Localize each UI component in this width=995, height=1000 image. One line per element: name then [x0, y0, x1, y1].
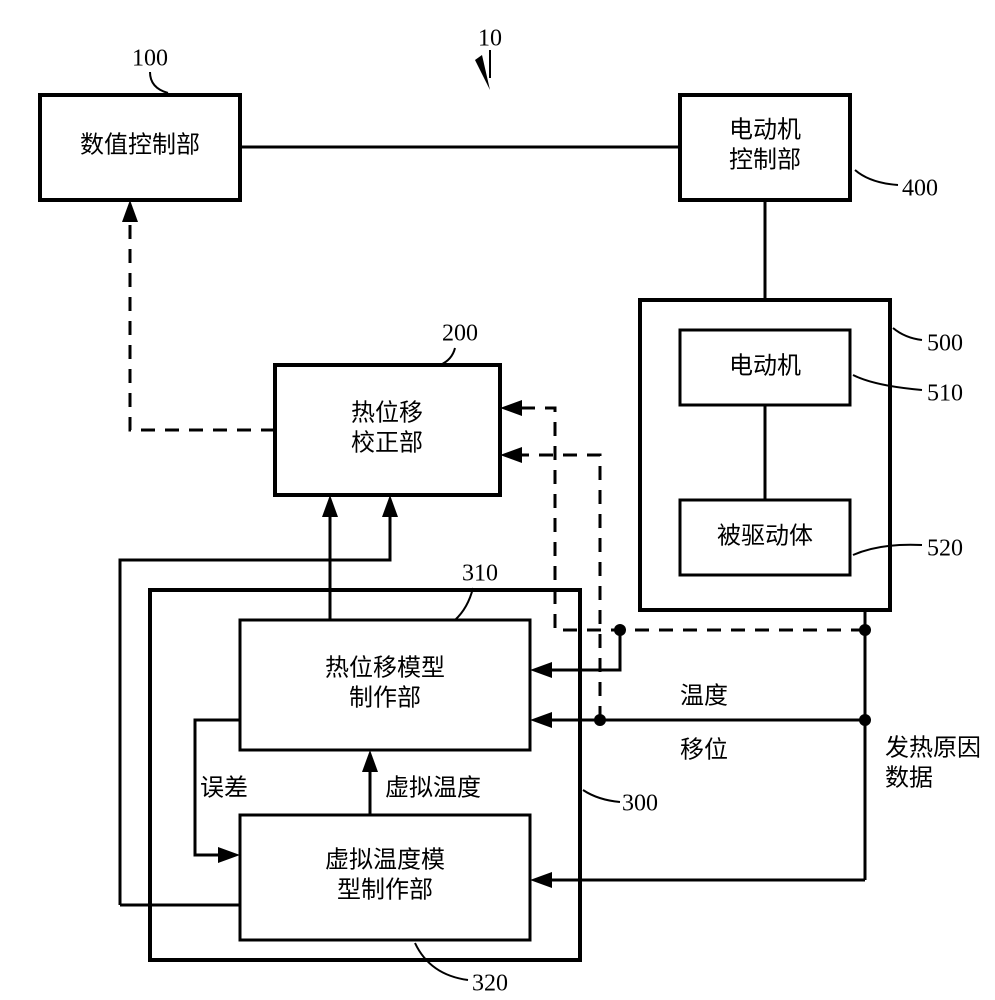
edge-err-label: 误差	[200, 775, 248, 802]
edge-200-100-arrow	[122, 200, 138, 222]
ref-10-arrow	[475, 55, 490, 90]
edge-310-200-arrow	[322, 495, 338, 517]
ref-320: 320	[472, 971, 508, 997]
node-100-label: 数值控制部	[80, 132, 200, 159]
ref-200-lead	[440, 348, 455, 365]
ref-400-lead	[855, 170, 898, 185]
edge-200-100	[130, 214, 275, 430]
node-320-label2: 型制作部	[337, 877, 433, 904]
diagram-canvas: 数值控制部 电动机 控制部 电动机 被驱动体 热位移 校正部 热位移模型 制作部…	[0, 0, 995, 1000]
node-200-label1: 热位移	[351, 400, 423, 427]
node-400-label2: 控制部	[729, 147, 801, 174]
edge-vtemp-label: 虚拟温度	[385, 775, 481, 802]
ref-200: 200	[442, 321, 478, 347]
edge-disp-label: 移位	[680, 737, 728, 764]
node-320-label1: 虚拟温度模	[325, 847, 445, 874]
node-510: 电动机	[680, 330, 850, 405]
node-310-label2: 制作部	[349, 685, 421, 712]
node-400: 电动机 控制部	[680, 95, 850, 200]
node-310: 热位移模型 制作部	[240, 620, 530, 750]
edge-heat-label2: 数据	[885, 765, 933, 792]
edge-heat-label1: 发热原因	[885, 735, 981, 762]
node-520-label: 被驱动体	[717, 523, 813, 550]
node-320: 虚拟温度模 型制作部	[240, 815, 530, 940]
node-400-label1: 电动机	[729, 117, 801, 144]
node-100: 数值控制部	[40, 95, 240, 200]
ref-10: 10	[478, 26, 502, 52]
ref-500: 500	[927, 331, 963, 357]
node-520: 被驱动体	[680, 500, 850, 575]
node-510-label: 电动机	[729, 353, 801, 380]
edge-temp-label: 温度	[680, 683, 728, 710]
node-200: 热位移 校正部	[275, 365, 500, 495]
ref-400: 400	[902, 176, 938, 202]
ref-310: 310	[462, 561, 498, 587]
ref-500-lead	[893, 328, 922, 340]
junction-disp2	[594, 714, 606, 726]
ref-510: 510	[927, 381, 963, 407]
edge-temp-200-arrow	[500, 400, 522, 416]
node-310-label1: 热位移模型	[325, 655, 445, 682]
ref-100: 100	[132, 46, 168, 72]
ref-100-lead	[150, 72, 168, 93]
edge-disp-200-arrow	[500, 447, 522, 463]
ref-300-lead	[583, 790, 620, 802]
node-200-label2: 校正部	[351, 430, 423, 457]
ref-520: 520	[927, 536, 963, 562]
ref-300: 300	[622, 791, 658, 817]
edge-320-200-arrow	[382, 495, 398, 517]
